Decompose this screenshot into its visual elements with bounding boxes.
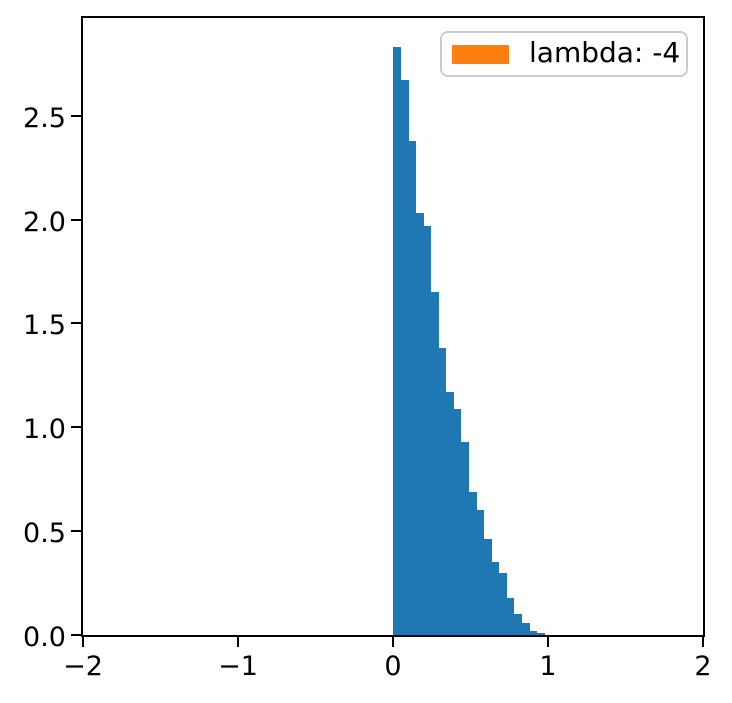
histogram-bar [491, 562, 500, 635]
x-tick-label: −2 [63, 651, 103, 682]
y-tick-mark [71, 114, 81, 117]
y-tick-label: 2.5 [23, 102, 66, 134]
histogram-bar [445, 391, 454, 635]
histogram-bar [513, 614, 522, 635]
histogram-bar [521, 622, 530, 635]
x-tick-mark [392, 637, 394, 647]
y-tick-label: 0.5 [23, 518, 66, 550]
legend: lambda: -4 [440, 31, 688, 77]
histogram-bar [393, 47, 402, 635]
y-tick-mark [71, 218, 81, 221]
y-tick-label: 1.0 [23, 414, 66, 446]
histogram-bar [529, 630, 538, 635]
histogram-bar [461, 441, 470, 635]
histogram-bar [430, 292, 439, 635]
x-tick-mark [702, 637, 704, 647]
x-tick-label: 1 [539, 651, 557, 682]
histogram-bar [483, 539, 492, 635]
x-tick-label: 2 [694, 651, 712, 682]
x-tick-mark [237, 637, 239, 647]
histogram-bar [408, 140, 417, 635]
y-tick-label: 1.5 [23, 310, 66, 342]
histogram-bar [423, 225, 432, 635]
histogram-bar [498, 572, 507, 635]
histogram-bar [415, 213, 424, 635]
y-tick-mark [71, 426, 81, 429]
y-tick-label: 2.0 [23, 206, 66, 238]
y-tick-mark [71, 530, 81, 533]
histogram-bar [536, 632, 545, 635]
histogram-bars [83, 18, 703, 635]
histogram-bar [438, 348, 447, 635]
histogram-bar [453, 408, 462, 635]
plot-area: lambda: -4 [81, 16, 705, 637]
x-tick-label: −1 [218, 651, 258, 682]
x-tick-mark [547, 637, 549, 647]
x-tick-mark [82, 637, 84, 647]
histogram-bar [506, 597, 515, 635]
histogram-bar [476, 510, 485, 635]
x-tick-label: 0 [384, 651, 402, 682]
legend-label: lambda: -4 [529, 35, 681, 69]
y-tick-mark [71, 322, 81, 325]
histogram-bar [400, 80, 409, 635]
y-tick-label: 0.0 [23, 622, 66, 653]
histogram-bar [468, 491, 477, 635]
y-tick-mark [71, 634, 81, 636]
legend-swatch-icon [452, 44, 509, 64]
